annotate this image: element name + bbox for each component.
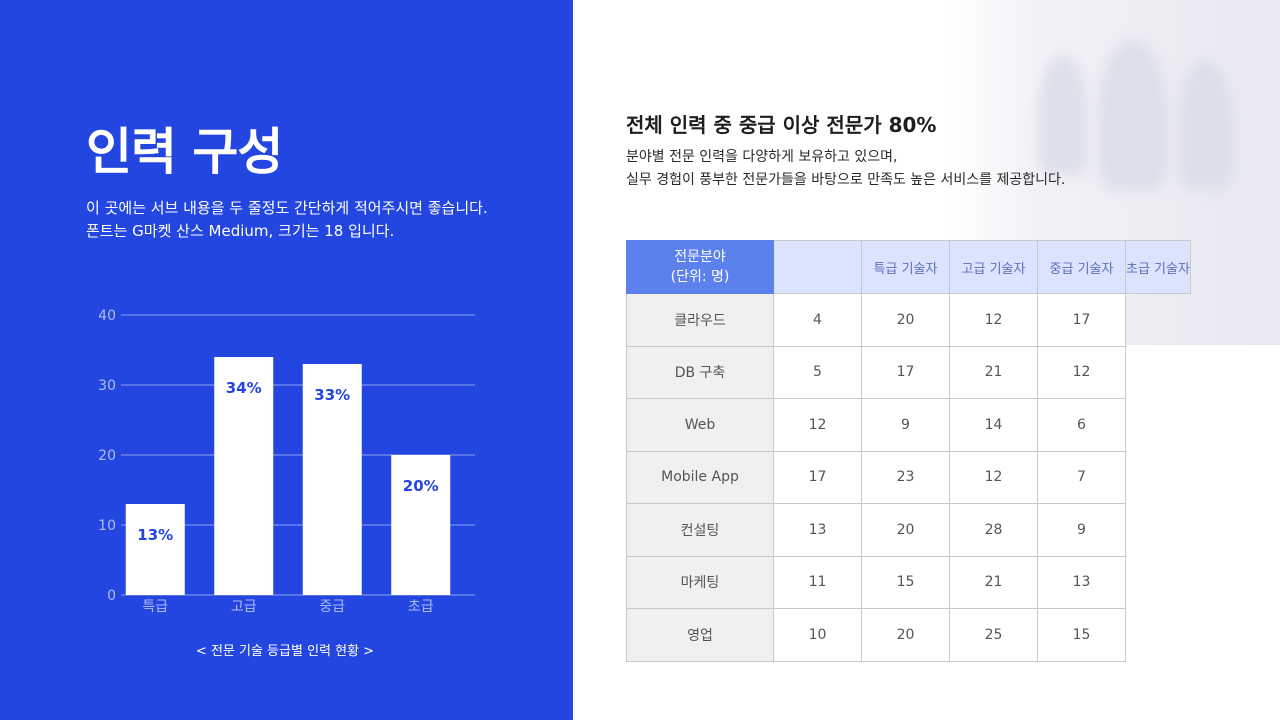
section-description-line-1: 분야별 전문 인력을 다양하게 보유하고 있으며, [626,149,898,165]
bar-chart: 0 10 20 30 40 13% 특급 34% 고급 33% 중급 20% 초급 [98,308,475,615]
table-cell: 20 [861,503,950,557]
side-label-line-2: (단위: 명) [670,269,730,285]
y-tick-label: 30 [98,378,116,394]
table-row: DB 구축 5 17 21 12 [626,345,1191,399]
table-cell: 23 [861,450,950,504]
y-tick-label: 20 [98,448,116,464]
bar-data-label: 34% [226,379,262,397]
column-header: 중급 기술자 [1037,240,1126,294]
column-header: 고급 기술자 [949,240,1038,294]
description-line-1: 이 곳에는 서브 내용을 두 줄정도 간단하게 적어주시면 좋습니다. [86,199,488,217]
x-tick-label: 고급 [231,599,257,615]
row-label: Mobile App [626,450,774,504]
section-description: 분야별 전문 인력을 다양하게 보유하고 있으며, 실무 경험이 풍부한 전문가… [626,146,1065,192]
table-cell: 17 [1037,293,1126,347]
table-cell: 20 [861,608,950,662]
table-row: Web 12 9 14 6 [626,398,1191,452]
table-side-label: 전문분야 (단위: 명) [626,240,774,294]
table-cell: 14 [949,398,1038,452]
table-row: 영업 10 20 25 15 [626,608,1191,662]
bar [125,504,185,595]
row-label: Web [626,398,774,452]
row-label: 컨설팅 [626,503,774,557]
table-row: 마케팅 11 15 21 13 [626,555,1191,609]
table-row: 클라우드 4 20 12 17 [626,293,1191,347]
row-label: DB 구축 [626,345,774,399]
section-heading: 전체 인력 중 중급 이상 전문가 80% [626,113,937,137]
bar [391,455,451,595]
section-description-line-2: 실무 경험이 풍부한 전문가들을 바탕으로 만족도 높은 서비스를 제공합니다. [626,172,1066,188]
table-cell: 17 [861,345,950,399]
table-cell: 9 [861,398,950,452]
table-cell: 7 [1037,450,1126,504]
table-cell: 20 [861,293,950,347]
table-cell: 10 [773,608,862,662]
table-cell: 21 [949,555,1038,609]
y-tick-label: 40 [98,308,116,324]
table-cell: 5 [773,345,862,399]
bar [214,357,274,595]
bar [302,364,362,595]
row-label: 영업 [626,608,774,662]
table-cell: 4 [773,293,862,347]
person-silhouette [1038,55,1088,175]
table-cell: 17 [773,450,862,504]
table-cell: 12 [773,398,862,452]
table-cell: 25 [949,608,1038,662]
table-cell: 11 [773,555,862,609]
x-tick-label: 중급 [319,599,345,615]
table-cell: 13 [1037,555,1126,609]
table-cell: 15 [861,555,950,609]
table-cell: 13 [773,503,862,557]
table-cell: 9 [1037,503,1126,557]
chart-caption: < 전문 기술 등급별 인력 현황 > [195,644,375,659]
table-cell: 12 [1037,345,1126,399]
table-corner [773,240,862,294]
x-tick-label: 초급 [408,599,434,615]
left-panel: 인력 구성 이 곳에는 서브 내용을 두 줄정도 간단하게 적어주시면 좋습니다… [0,0,573,720]
table-row: 컨설팅 13 20 28 9 [626,503,1191,557]
bar-data-label: 33% [314,386,350,404]
column-header: 특급 기술자 [861,240,950,294]
table-cell: 28 [949,503,1038,557]
row-label: 마케팅 [626,555,774,609]
person-silhouette [1178,60,1233,190]
side-label-line-1: 전문분야 [674,249,726,265]
y-tick-label: 10 [98,518,116,534]
bar-data-label: 13% [137,526,173,544]
description-line-2: 폰트는 G마켓 산스 Medium, 크기는 18 입니다. [86,222,395,240]
bar-data-label: 20% [403,477,439,495]
person-silhouette [1098,40,1168,190]
x-tick-label: 특급 [142,599,168,615]
column-header: 초급 기술자 [1125,240,1191,294]
table-cell: 12 [949,450,1038,504]
expert-table: 전문분야 (단위: 명) 특급 기술자 고급 기술자 중급 기술자 초급 기술자… [626,240,1191,662]
table-cell: 15 [1037,608,1126,662]
row-label: 클라우드 [626,293,774,347]
page-description: 이 곳에는 서브 내용을 두 줄정도 간단하게 적어주시면 좋습니다. 폰트는 … [86,197,556,243]
table-cell: 12 [949,293,1038,347]
page-title: 인력 구성 [86,123,283,181]
y-tick-label: 0 [107,588,116,604]
table-cell: 6 [1037,398,1126,452]
table-row: Mobile App 17 23 12 7 [626,450,1191,504]
table-cell: 21 [949,345,1038,399]
